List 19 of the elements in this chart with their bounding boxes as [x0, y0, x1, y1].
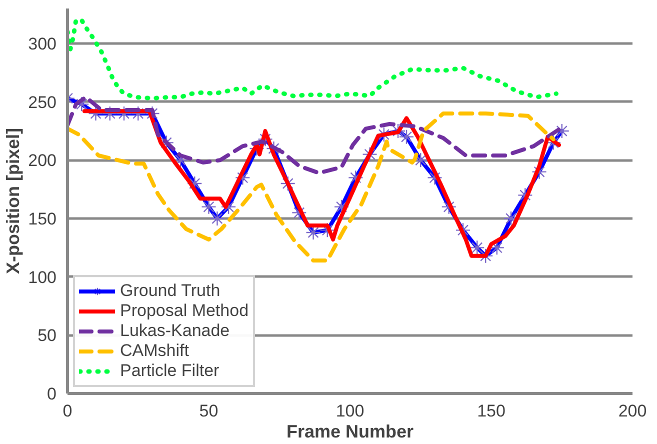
legend-label: Particle Filter [120, 361, 220, 381]
x-tick-label: 0 [62, 402, 72, 420]
legend-label: Ground Truth [120, 281, 220, 301]
legend-label: Proposal Method [120, 301, 249, 321]
y-tick-label: 250 [28, 92, 57, 112]
x-tick-label: 50 [199, 402, 218, 420]
y-tick-label: 300 [28, 34, 57, 54]
y-tick-label: 200 [28, 151, 57, 170]
x-tick-label: 100 [336, 402, 364, 420]
x-axis-title: Frame Number [286, 422, 414, 442]
x-tick-label: 150 [477, 402, 506, 420]
x-tick-label: 200 [618, 402, 647, 420]
legend-label: Lukas-Kanade [120, 321, 230, 341]
y-tick-label: 100 [28, 268, 57, 287]
y-tick-label: 0 [47, 384, 57, 404]
y-axis-title: X-position [pixel] [3, 128, 24, 274]
legend-label: CAMshift [120, 341, 189, 361]
y-tick-label: 150 [28, 210, 57, 228]
y-tick-label: 50 [38, 326, 57, 346]
